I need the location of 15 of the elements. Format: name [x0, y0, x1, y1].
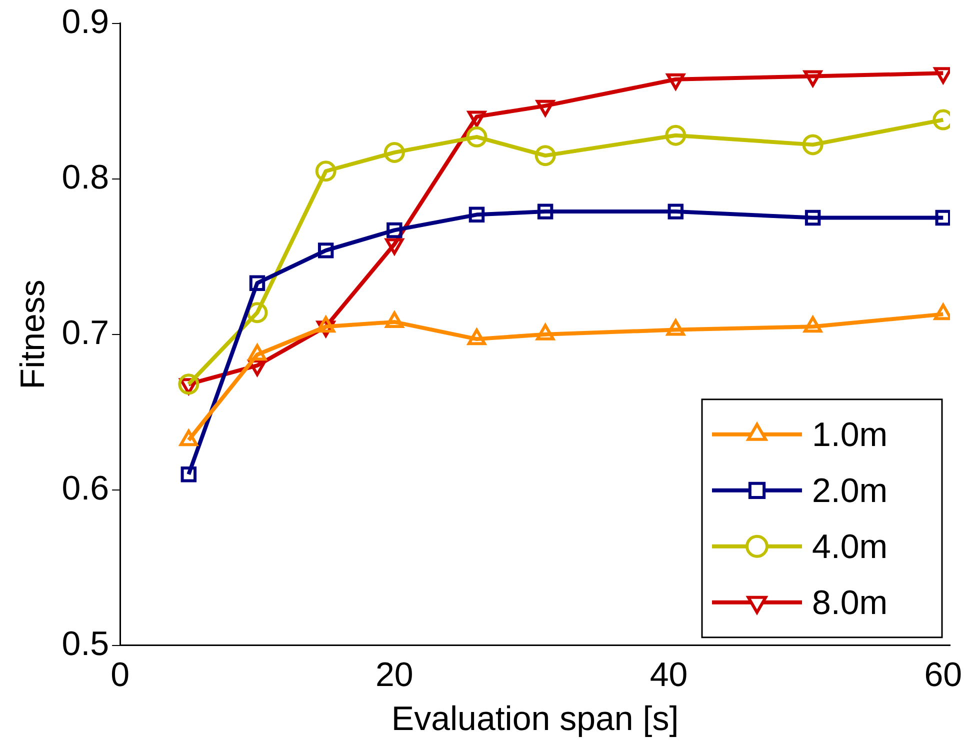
- legend-label: 2.0m: [812, 472, 888, 510]
- y-tick-label: 0.6: [62, 469, 110, 508]
- x-tick-label: 20: [376, 656, 414, 694]
- legend-label: 8.0m: [812, 584, 888, 622]
- x-tick-label: 0: [110, 656, 130, 694]
- y-tick-label: 0.7: [62, 314, 110, 352]
- y-tick-label: 0.9: [62, 2, 110, 41]
- y-axis-title: Fitness: [14, 280, 52, 390]
- y-tick-label: 0.8: [62, 158, 110, 196]
- x-tick-label: 40: [650, 656, 688, 694]
- x-axis-title: Evaluation span [s]: [391, 700, 679, 738]
- y-tick-label: 0.5: [62, 624, 110, 663]
- x-tick-label: 60: [924, 656, 962, 694]
- legend-label: 1.0m: [812, 416, 888, 454]
- legend-label: 4.0m: [812, 528, 888, 566]
